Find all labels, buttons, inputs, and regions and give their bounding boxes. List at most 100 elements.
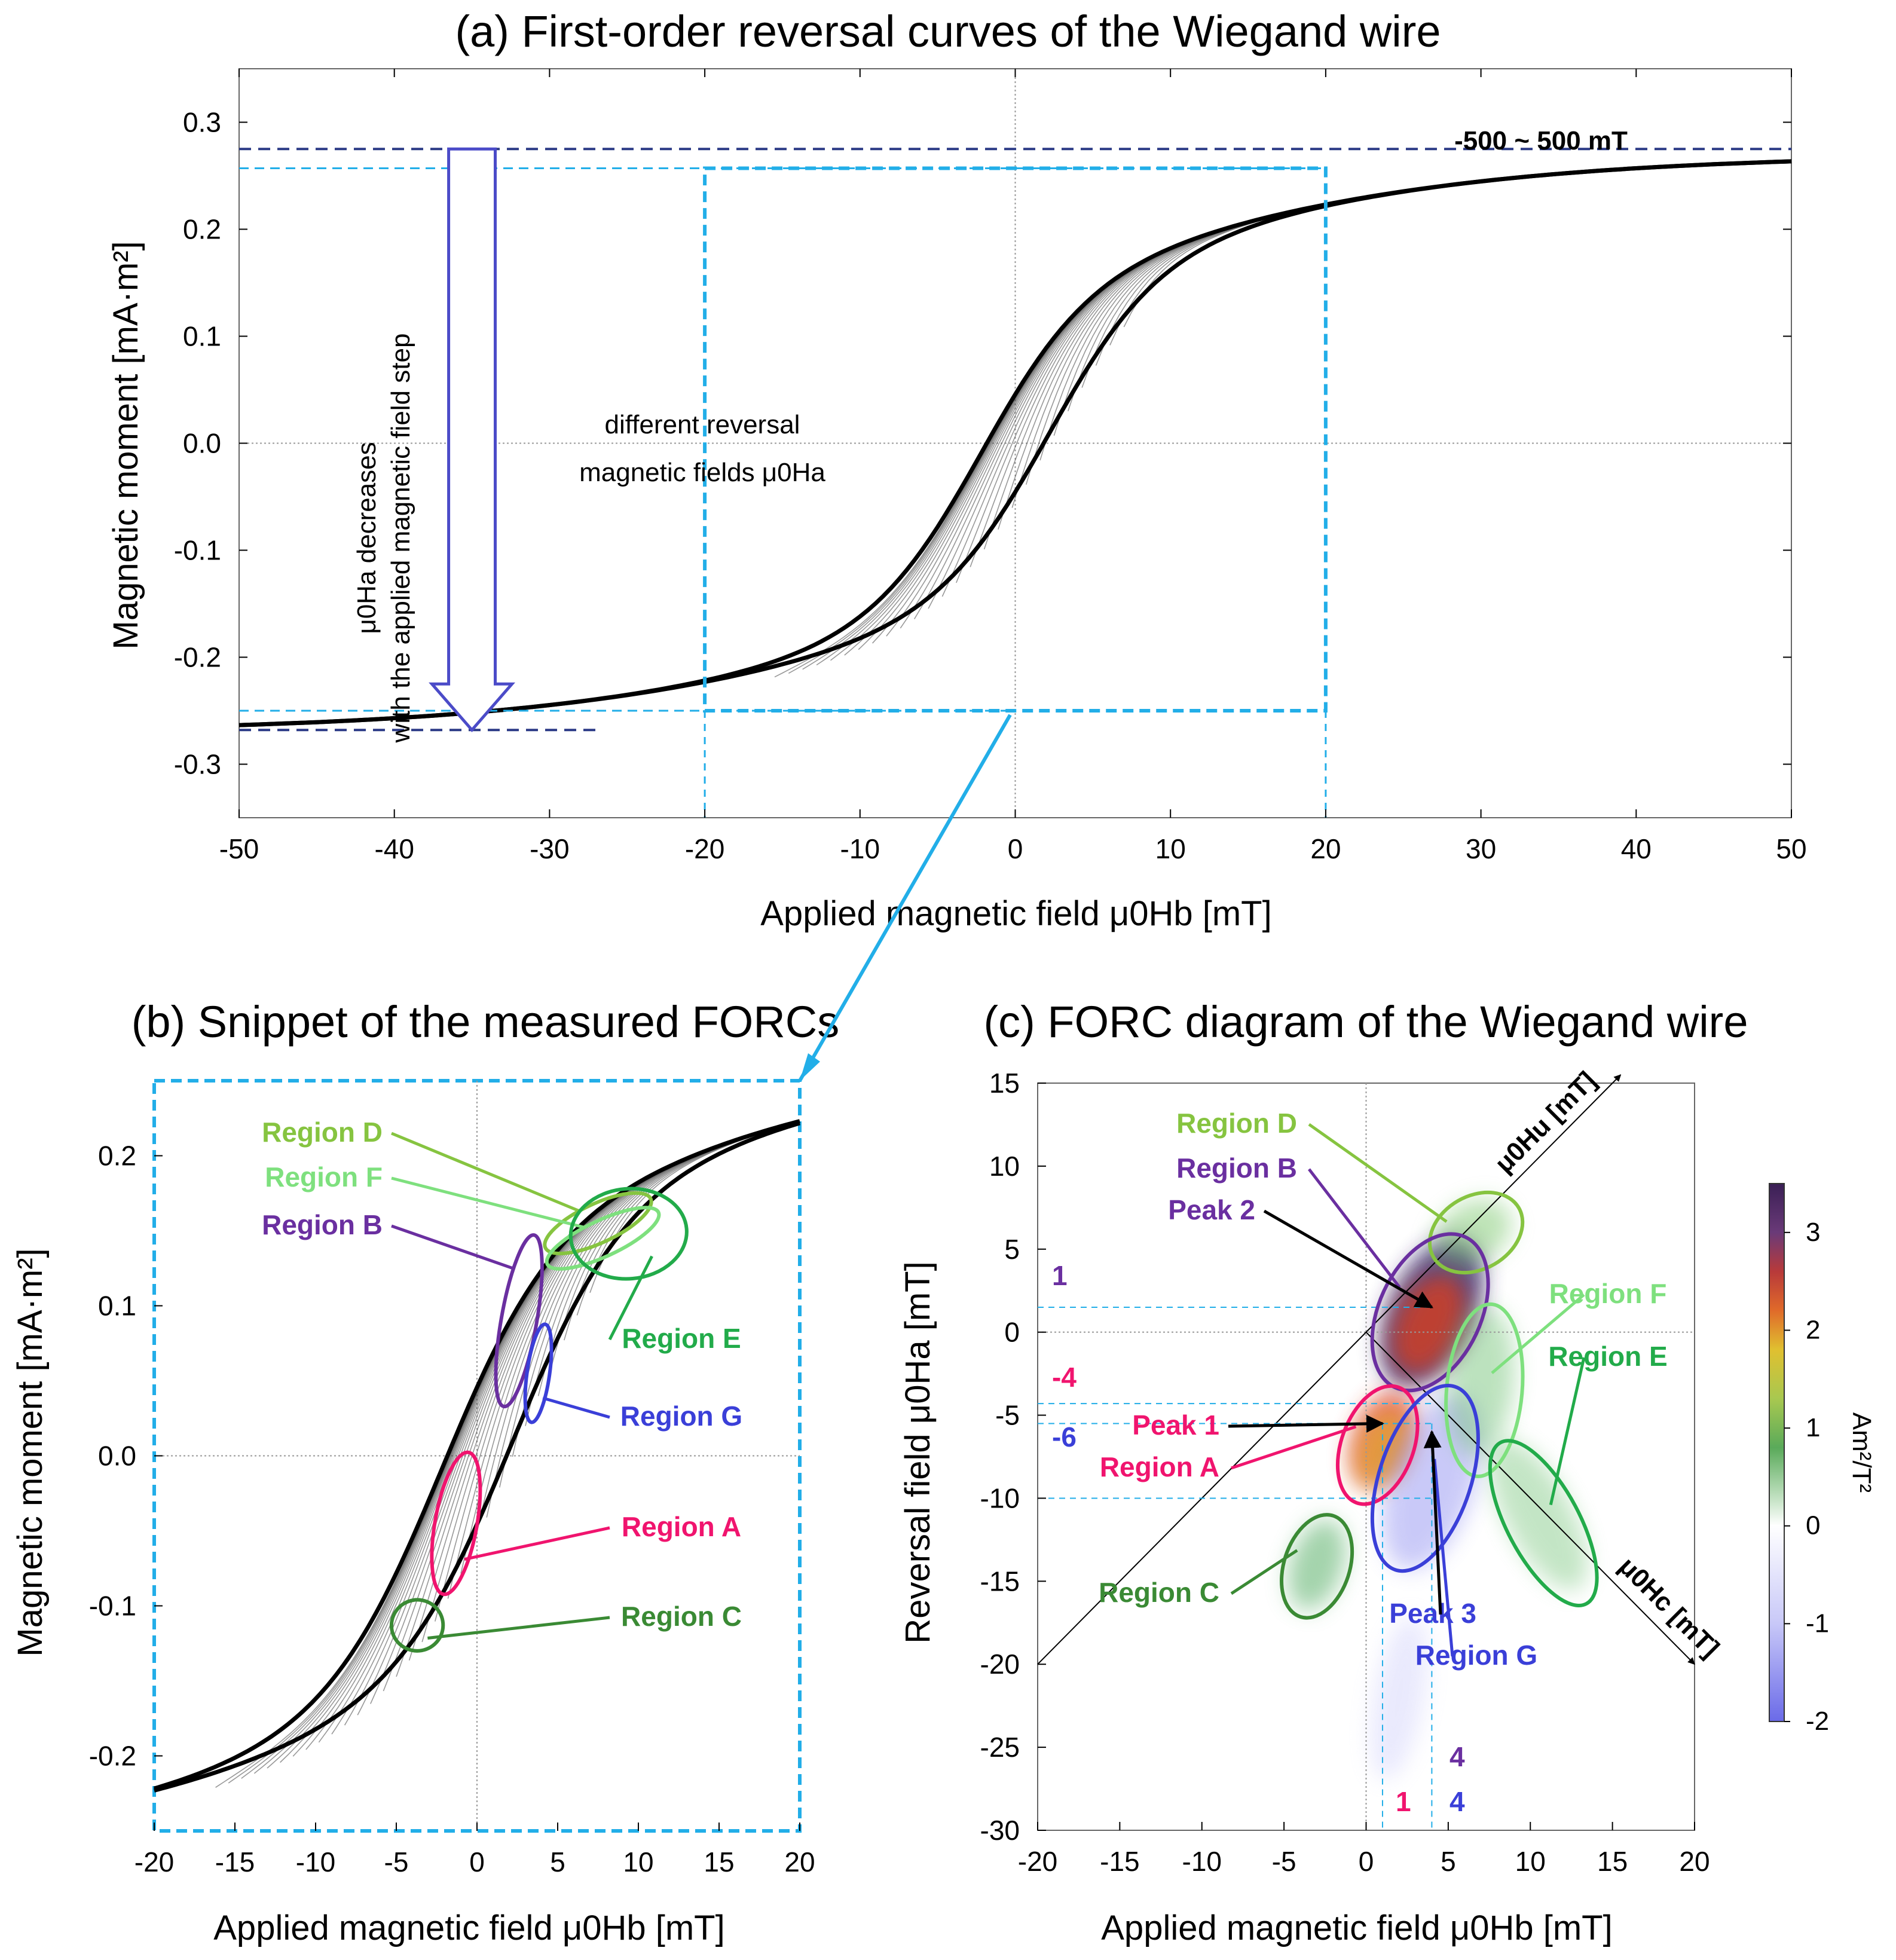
panel-b-forc-curve: [318, 1121, 799, 1743]
panel-a-forc-curve: [1053, 161, 1792, 436]
panel-c-colorbar-label: Am²/T²: [1847, 1412, 1876, 1493]
panel-b-region-ellipse: [494, 1233, 544, 1409]
panel-c-x-tick-label: -5: [1272, 1846, 1296, 1877]
panel-c-xlabel: Applied magnetic field μ0Hb [mT]: [1101, 1909, 1612, 1947]
panel-c-guide-value-label: -4: [1052, 1362, 1077, 1393]
panel-c-region-pointer: [1308, 1168, 1401, 1289]
zoom-connector-line: [798, 714, 1012, 1082]
panel-b-ylabel: Magnetic moment [mA·m²]: [11, 1248, 50, 1656]
panel-c-ticks: -20 -15 -10 -5 0 5 10 15 20 15 10 5 0 -5 -10 -15 -20 -25 -…: [980, 1068, 1710, 1877]
panel-c-region-ellipse: [1488, 1439, 1599, 1607]
panel-c-region-pointer: [1433, 1458, 1454, 1657]
panel-a-zero-lines: [239, 69, 1791, 818]
panel-a-ticks: -50 -40 -30 -20 -10 0 10 20 30 40 50 0.3 0.2 0.1 0.0 -0…: [174, 69, 1807, 864]
panel-c-region-pointer: [1308, 1123, 1448, 1223]
panel-c-x-tick-label: -20: [1018, 1846, 1057, 1877]
panel-b-region-pointer: [391, 1132, 582, 1213]
panel-b-region-label: Region C: [621, 1601, 742, 1632]
panel-c-x-tick-label: 5: [1441, 1846, 1456, 1877]
panel-b-x-tick-label: 15: [704, 1846, 734, 1878]
panel-b-chart: (b) Snippet of the measured FORCs Region…: [11, 997, 839, 1947]
panel-b-region-ellipse: [568, 1187, 689, 1281]
panel-c-regions: Region D Region B Region F Region E Region A…: [1099, 1108, 1668, 1671]
panel-a-decrease-arrow-icon: [429, 147, 515, 733]
panel-a-forc-curve: [900, 161, 1785, 629]
panel-c-x-tick-label: -10: [1182, 1846, 1222, 1877]
panel-a-forc-curve: [1095, 161, 1787, 366]
panel-c-region-pointer: [1491, 1294, 1585, 1374]
panel-c-x-tick-label: 0: [1359, 1846, 1374, 1877]
panel-b-region-pointer: [391, 1224, 515, 1270]
panel-a-x-tick-label: 20: [1310, 833, 1341, 864]
panel-a-forc-curve: [914, 161, 1792, 620]
panel-b-ticks: -20 -15 -10 -5 0 5 10 15 20 0.2 0.1 0.0 -0.1 -0.2: [89, 1140, 815, 1878]
panel-c-peak-pointer: [1228, 1414, 1384, 1433]
panel-c-y-tick-label: -25: [980, 1732, 1020, 1763]
panel-a-arrow-label-line1: μ0Ha decreases: [352, 442, 381, 634]
panel-a-x-tick-label: 0: [1008, 833, 1023, 864]
panel-a-forc-curve: [1025, 161, 1787, 485]
panel-a-forc-curves: [238, 159, 1792, 727]
panel-b-region-pointer: [608, 1255, 653, 1341]
panel-b-y-tick-label: -0.2: [89, 1741, 136, 1772]
panel-b-region-ellipse: [389, 1598, 445, 1653]
panel-b-region-ellipse: [543, 1191, 653, 1256]
panel-a-forc-curve: [1011, 161, 1788, 508]
panel-c-region-label: Region A: [1100, 1451, 1219, 1482]
panel-c-y-tick-label: -5: [995, 1400, 1020, 1431]
panel-c-peak-label: Peak 1: [1132, 1409, 1219, 1441]
panel-b-region-pointer: [391, 1176, 585, 1229]
panel-c-region-label: Region B: [1176, 1152, 1297, 1184]
panel-a-forc-curve: [802, 161, 1788, 670]
panel-b-x-tick-label: 20: [784, 1846, 815, 1878]
panel-c-region-pointer: [1230, 1549, 1298, 1595]
panel-a-overlays: [239, 147, 1791, 818]
panel-a-x-tick-label: -10: [840, 833, 880, 864]
panel-c-guide-value-label: 4: [1449, 1786, 1465, 1817]
panel-b-region-pointer: [464, 1526, 610, 1561]
panel-c-peak-label: Peak 3: [1389, 1598, 1476, 1629]
panel-a-y-tick-label: -0.1: [174, 535, 221, 566]
panel-a-forc-curve: [1109, 161, 1785, 345]
panel-b-y-tick-label: 0.0: [98, 1441, 136, 1472]
panel-a-forc-curve: [956, 161, 1787, 583]
panel-a-forc-curve: [816, 161, 1787, 666]
panel-a-x-tick-label: -30: [530, 833, 569, 864]
panel-c-y-tick-label: 0: [1004, 1317, 1020, 1348]
panel-c-region-label: Region F: [1549, 1278, 1667, 1309]
panel-a-y-tick-label: -0.3: [174, 749, 221, 780]
panel-a-forc-curve: [1039, 161, 1785, 461]
panel-b-x-tick-label: -15: [215, 1846, 255, 1878]
panel-b-y-tick-label: 0.1: [98, 1291, 136, 1322]
panel-c-guide-value-label: 1: [1396, 1786, 1411, 1817]
panel-c-y-tick-label: -15: [980, 1565, 1020, 1597]
panel-a-ylabel: Magnetic moment [mA·m²]: [106, 241, 145, 649]
panel-c-region-ellipse: [1335, 1384, 1420, 1506]
panel-c-colorbar-tick-label: 3: [1806, 1218, 1820, 1247]
panel-a-forc-curve: [830, 161, 1785, 661]
panel-b-region-ellipse: [523, 1322, 553, 1424]
panel-a-annotation-line1: different reversal: [605, 410, 800, 439]
panel-a-major-lower-branch: [238, 159, 1792, 727]
panel-b-forc-curve: [396, 1120, 800, 1677]
panel-b-y-tick-label: 0.2: [98, 1140, 136, 1172]
panel-c-guide-value-label: -6: [1052, 1421, 1077, 1453]
zoom-connector-arrowhead: [800, 1053, 820, 1081]
panel-a-annotation-line2: magnetic fields μ0Ha: [579, 458, 825, 487]
panel-a-forc-curve: [1068, 161, 1790, 412]
panel-a-x-tick-label: 50: [1776, 833, 1806, 864]
panel-c-y-tick-label: -30: [980, 1815, 1020, 1846]
panel-c-x-tick-label: -15: [1100, 1846, 1139, 1877]
panel-a-y-tick-label: 0.2: [183, 214, 221, 245]
panel-b-region-label: Region D: [262, 1117, 383, 1148]
panel-c-colorbar: 3 2 1 0 -1 -2 Am²/T²: [1769, 1183, 1876, 1736]
panel-a-forc-curve: [844, 161, 1792, 656]
panel-a-forc-curve: [788, 161, 1790, 674]
panel-a-arrow-label-line2: with the applied magnetic field step: [386, 334, 415, 744]
panel-c-ylabel: Reversal field μ0Ha [mT]: [898, 1261, 937, 1643]
panel-c-density-blob: [1448, 1307, 1515, 1457]
panel-b-x-tick-label: -5: [384, 1846, 409, 1878]
panel-a-y-tick-label: -0.2: [174, 642, 221, 673]
panel-c-x-tick-label: 15: [1597, 1846, 1628, 1877]
